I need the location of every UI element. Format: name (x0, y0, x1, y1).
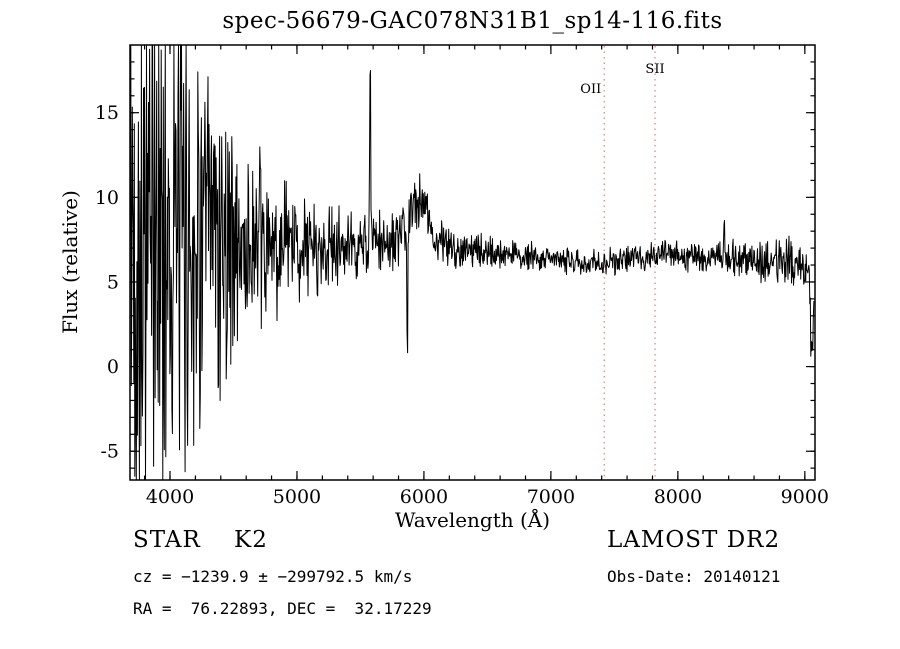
obs-date: Obs-Date: 20140121 (607, 567, 781, 586)
x-tick-label: 6000 (400, 486, 448, 508)
x-axis-label: Wavelength (Å) (394, 508, 551, 532)
x-tick-label: 4000 (146, 486, 194, 508)
spectrum-line (129, 44, 815, 481)
x-tick-label: 9000 (781, 486, 829, 508)
marker-label-oii: OII (580, 82, 601, 97)
x-tick-label: 5000 (273, 486, 321, 508)
x-tick-label: 7000 (527, 486, 575, 508)
cz-value: cz = −1239.9 ± −299792.5 km/s (133, 567, 413, 586)
plot-title: spec-56679-GAC078N31B1_sp14-116.fits (222, 8, 723, 34)
survey-label: LAMOST DR2 (607, 527, 781, 553)
y-tick-label: 15 (95, 102, 119, 124)
y-tick-label: 0 (107, 356, 119, 378)
plot-frame (129, 44, 816, 481)
y-tick-label: 10 (95, 187, 119, 209)
y-tick-label: 5 (107, 271, 119, 293)
marker-label-sii: SII (645, 62, 664, 77)
x-tick-label: 8000 (654, 486, 702, 508)
object-class-label: STAR K2 (133, 527, 268, 553)
ra-dec-value: RA = 76.22893, DEC = 32.17229 (133, 599, 432, 618)
y-tick-label: -5 (100, 441, 119, 463)
